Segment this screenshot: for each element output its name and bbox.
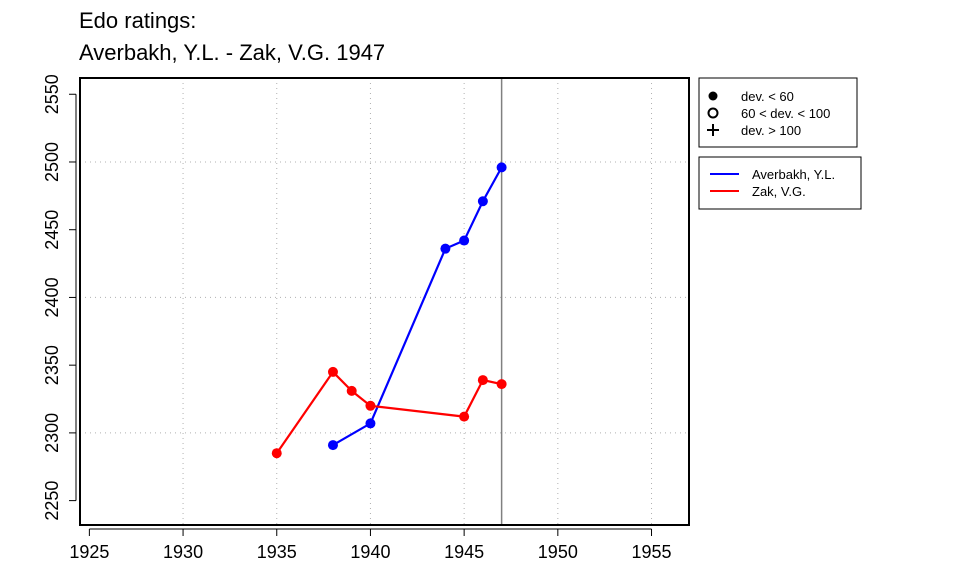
series-1 bbox=[271, 366, 507, 459]
y-tick-label: 2450 bbox=[42, 210, 62, 250]
data-point bbox=[346, 385, 357, 396]
filled-circle-icon bbox=[708, 91, 718, 101]
data-point bbox=[327, 366, 338, 377]
chart-title-line2: Averbakh, Y.L. - Zak, V.G. 1947 bbox=[79, 40, 386, 65]
x-tick-label: 1925 bbox=[69, 542, 109, 562]
axes: 1925 1930 1935 1940 1945 1950 1955 2250 2300 2350… bbox=[42, 74, 672, 562]
y-tick-label: 2250 bbox=[42, 481, 62, 521]
data-point bbox=[477, 375, 488, 386]
data-point bbox=[440, 243, 451, 254]
legend-deviation-label: dev. > 100 bbox=[741, 123, 801, 138]
legend-deviation-label: dev. < 60 bbox=[741, 89, 794, 104]
grid-lines bbox=[80, 78, 689, 525]
x-tick-label: 1930 bbox=[163, 542, 203, 562]
x-tick-label: 1955 bbox=[631, 542, 671, 562]
series-layer bbox=[271, 162, 507, 459]
legend-deviation: dev. < 60 60 < dev. < 100 dev. > 100 bbox=[698, 77, 858, 148]
plot-frame bbox=[79, 77, 690, 526]
x-tick-label: 1935 bbox=[257, 542, 297, 562]
series-line bbox=[332, 166, 503, 447]
data-point bbox=[496, 162, 507, 173]
data-point bbox=[365, 400, 376, 411]
y-tick-label: 2400 bbox=[42, 277, 62, 317]
series-0 bbox=[327, 162, 507, 451]
legend-players-box bbox=[698, 156, 862, 210]
plus-icon bbox=[707, 124, 719, 136]
legend-deviation-box bbox=[698, 77, 858, 148]
open-circle-icon bbox=[707, 107, 719, 119]
data-point bbox=[327, 440, 338, 451]
data-point bbox=[459, 411, 470, 422]
legend-deviation-label: 60 < dev. < 100 bbox=[741, 106, 830, 121]
data-point bbox=[365, 418, 376, 429]
series-line bbox=[275, 370, 502, 454]
chart-title-line1: Edo ratings: bbox=[79, 8, 197, 33]
y-tick-label: 2300 bbox=[42, 413, 62, 453]
x-tick-label: 1950 bbox=[538, 542, 578, 562]
x-tick-label: 1940 bbox=[350, 542, 390, 562]
y-tick-label: 2500 bbox=[42, 142, 62, 182]
data-point bbox=[459, 235, 470, 246]
data-point bbox=[271, 448, 282, 459]
y-tick-label: 2350 bbox=[42, 345, 62, 385]
legend-player-label: Averbakh, Y.L. bbox=[752, 167, 835, 182]
legend-players: Averbakh, Y.L. Zak, V.G. bbox=[698, 156, 862, 210]
x-tick-label: 1945 bbox=[444, 542, 484, 562]
y-tick-label: 2550 bbox=[42, 74, 62, 114]
data-point bbox=[496, 379, 507, 390]
legend-player-label: Zak, V.G. bbox=[752, 184, 806, 199]
data-point bbox=[477, 196, 488, 207]
